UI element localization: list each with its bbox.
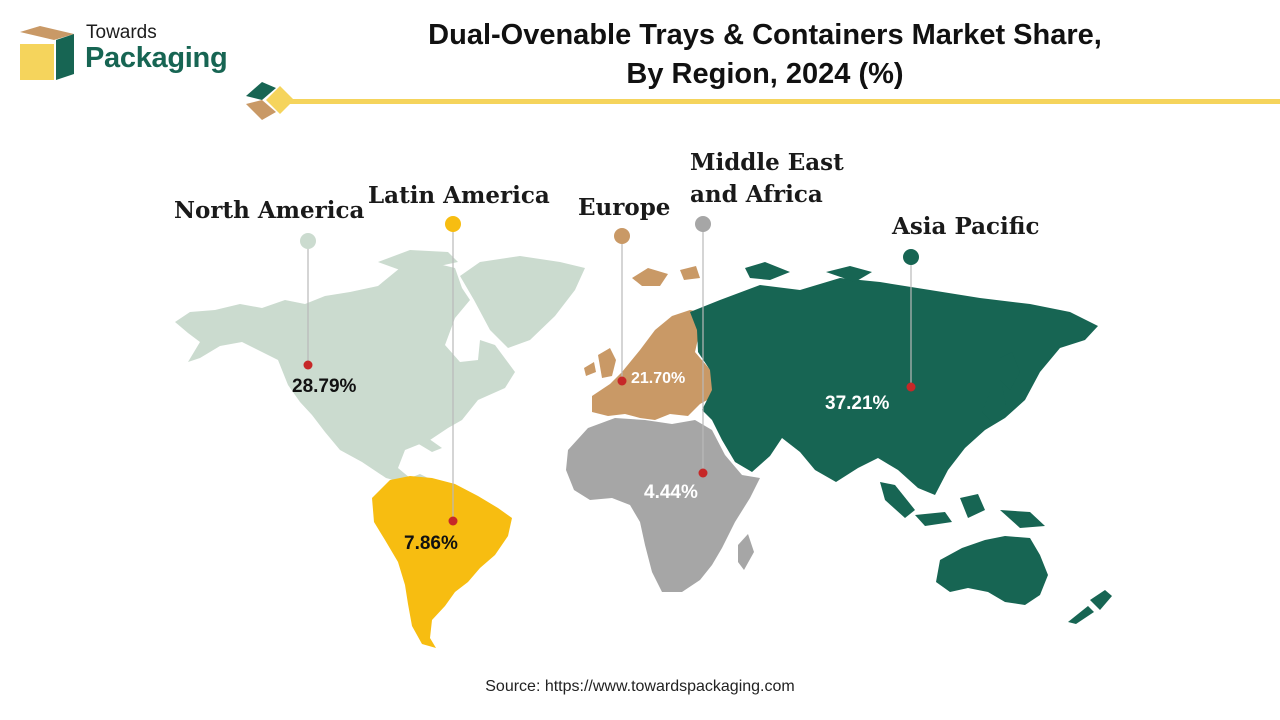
data-point-europe <box>617 376 627 386</box>
brand-line-1: Towards <box>86 22 157 43</box>
value-north-america: 28.79% <box>292 376 357 397</box>
divider-line <box>290 99 1280 104</box>
region-latin-america <box>372 476 512 648</box>
region-middle-east-africa <box>566 418 760 592</box>
data-point-north-america <box>303 360 313 370</box>
divider-diamond-green <box>246 82 276 100</box>
title-divider <box>246 82 1280 120</box>
top-marker-middle-east-africa <box>695 216 711 232</box>
label-middle-east-africa-line-1: Middle East <box>690 149 844 176</box>
label-asia-pacific: Asia Pacific <box>892 213 1040 240</box>
value-asia-pacific: 37.21% <box>825 393 890 414</box>
brand-logo: Towards Packaging <box>18 18 258 88</box>
top-marker-europe <box>614 228 630 244</box>
top-marker-latin-america <box>445 216 461 232</box>
value-latin-america: 7.86% <box>404 533 458 554</box>
value-middle-east-africa: 4.44% <box>644 482 698 503</box>
region-north-america <box>175 250 585 488</box>
label-europe: Europe <box>578 194 671 221</box>
top-marker-asia-pacific <box>903 249 919 265</box>
leader-lines <box>307 224 912 521</box>
chart-title-line-2: By Region, 2024 (%) <box>626 58 904 90</box>
top-marker-north-america <box>300 233 316 249</box>
brand-line-2: Packaging <box>85 42 228 74</box>
data-point-latin-america <box>448 516 458 526</box>
region-asia-pacific <box>690 262 1112 624</box>
source-text: Source: https://www.towardspackaging.com <box>485 678 795 695</box>
data-point-asia-pacific <box>906 382 916 392</box>
data-point-middle-east-africa <box>698 468 708 478</box>
label-latin-america: Latin America <box>368 182 550 209</box>
divider-diamond-tan <box>246 100 276 120</box>
chart-title-line-1: Dual-Ovenable Trays & Containers Market … <box>428 19 1102 51</box>
label-middle-east-africa-line-2: and Africa <box>690 181 823 208</box>
box-logo-icon <box>20 26 74 80</box>
value-europe: 21.70% <box>631 370 686 387</box>
region-europe <box>584 266 722 420</box>
divider-diamond-yellow <box>266 86 294 114</box>
label-north-america: North America <box>174 197 365 224</box>
